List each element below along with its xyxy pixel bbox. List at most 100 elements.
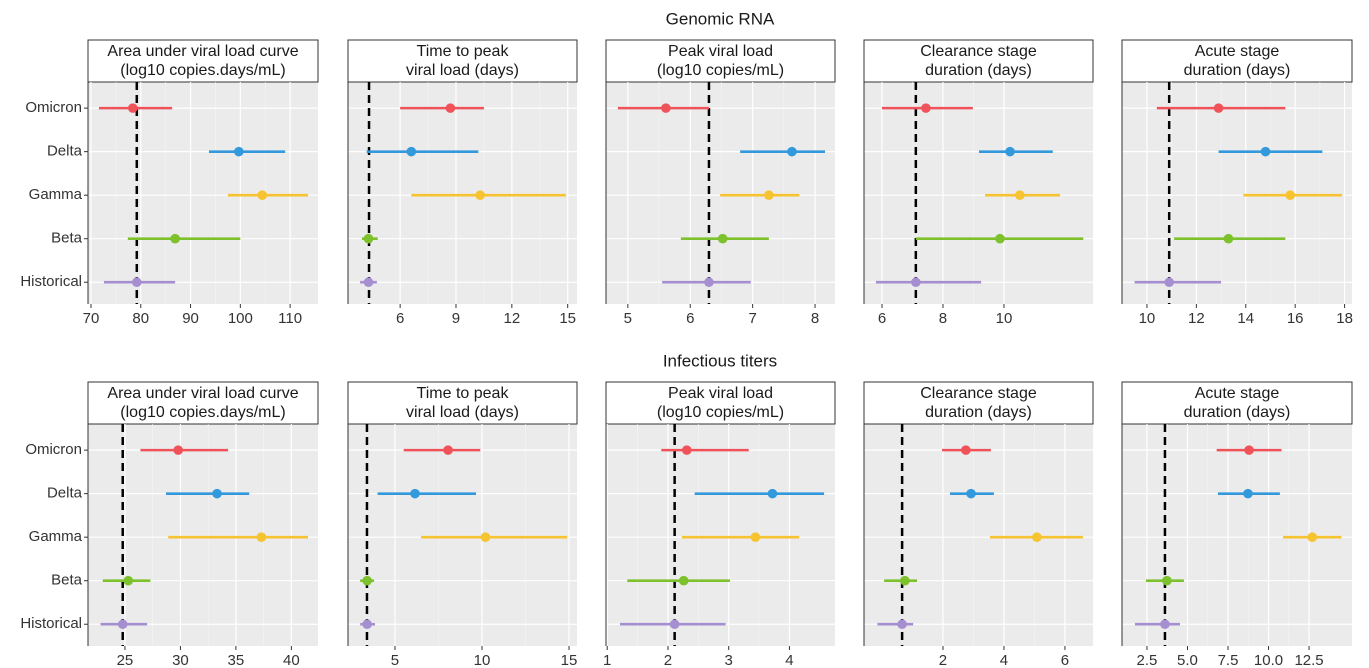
y-tick-label: Beta	[51, 572, 83, 589]
y-tick-label: Historical	[20, 273, 82, 290]
point	[787, 146, 797, 157]
panel-title: Area under viral load curve	[107, 385, 298, 402]
point	[128, 103, 138, 113]
x-tick-label: 1	[603, 652, 611, 668]
x-tick-label: 5	[391, 652, 399, 668]
point	[1285, 190, 1296, 200]
x-tick-label: 40	[283, 652, 300, 668]
point	[256, 532, 267, 542]
point	[362, 575, 372, 586]
panel-background	[864, 424, 1093, 646]
point	[406, 146, 417, 157]
y-tick-label: Delta	[47, 485, 83, 502]
x-tick-label: 7.5	[1218, 652, 1239, 668]
point	[131, 277, 142, 288]
point	[995, 233, 1005, 244]
x-tick-label: 2	[939, 652, 947, 668]
x-tick-label: 8	[811, 310, 819, 327]
point	[1162, 575, 1172, 586]
x-tick-label: 16	[1287, 310, 1304, 327]
point	[961, 445, 971, 455]
point	[1244, 445, 1254, 455]
point	[363, 277, 374, 288]
point	[170, 233, 180, 244]
x-tick-label: 10	[996, 310, 1013, 327]
panel-background	[88, 424, 318, 646]
strip	[87, 381, 319, 425]
point	[661, 103, 671, 113]
y-tick-label: Delta	[47, 143, 83, 160]
strip	[1121, 39, 1353, 83]
panel-title: Area under viral load curve	[107, 43, 298, 60]
panel-title: viral load (days)	[406, 404, 519, 421]
point	[1015, 190, 1025, 200]
row-title: Infectious titers	[663, 351, 777, 370]
strip	[347, 381, 578, 425]
point	[173, 445, 184, 455]
x-tick-label: 2	[664, 652, 672, 668]
point	[678, 575, 689, 586]
x-tick-label: 12	[1188, 310, 1205, 327]
point	[921, 103, 931, 113]
x-tick-label: 100	[228, 310, 253, 327]
x-tick-label: 7	[748, 310, 756, 327]
panel-title: (log10 copies/mL)	[657, 62, 784, 79]
point	[362, 619, 372, 630]
panel-background	[1122, 82, 1352, 304]
row-title: Genomic RNA	[666, 9, 775, 28]
x-tick-label: 4	[785, 652, 793, 668]
strip	[863, 39, 1094, 83]
x-tick-label: 2.5	[1137, 652, 1158, 668]
panel-title: duration (days)	[1184, 62, 1291, 79]
point	[123, 575, 134, 586]
point	[717, 233, 728, 244]
panel-background	[348, 424, 577, 646]
strip	[605, 39, 836, 83]
x-tick-label: 25	[117, 652, 134, 668]
strip	[87, 39, 319, 83]
x-tick-label: 10.0	[1254, 652, 1283, 668]
point	[480, 532, 491, 542]
x-tick-label: 6	[1061, 652, 1069, 668]
point	[257, 190, 268, 200]
panel-title: duration (days)	[1184, 404, 1291, 421]
x-tick-label: 3	[725, 652, 733, 668]
point	[234, 146, 244, 157]
panel-title: Peak viral load	[668, 43, 773, 60]
point	[897, 619, 907, 630]
panel-title: duration (days)	[925, 62, 1032, 79]
panel-background	[88, 82, 318, 304]
x-tick-label: 4	[1000, 652, 1008, 668]
x-tick-label: 90	[182, 310, 199, 327]
panel-background	[864, 82, 1093, 304]
point	[681, 445, 692, 455]
y-tick-label: Beta	[51, 230, 83, 247]
strip	[863, 381, 1094, 425]
point	[966, 488, 976, 499]
panel-title: Peak viral load	[668, 385, 773, 402]
x-tick-label: 15	[559, 310, 576, 327]
panel-title: Acute stage	[1195, 43, 1280, 60]
x-tick-label: 6	[396, 310, 404, 327]
x-tick-label: 6	[686, 310, 694, 327]
x-tick-label: 8	[939, 310, 947, 327]
y-tick-label: Omicron	[25, 99, 82, 116]
panel-title: (log10 copies.days/mL)	[120, 404, 285, 421]
point	[1005, 146, 1015, 157]
x-tick-label: 30	[172, 652, 189, 668]
x-tick-label: 12	[503, 310, 520, 327]
point	[1032, 532, 1042, 542]
panel-title: (log10 copies/mL)	[657, 404, 784, 421]
x-tick-label: 12.5	[1294, 652, 1323, 668]
y-tick-label: Historical	[20, 615, 82, 632]
panel-title: (log10 copies.days/mL)	[120, 62, 285, 79]
point	[117, 619, 128, 630]
x-tick-label: 10	[1139, 310, 1156, 327]
panel-background	[348, 82, 577, 304]
point	[1260, 146, 1271, 157]
point	[911, 277, 921, 288]
x-tick-label: 15	[561, 652, 578, 668]
x-tick-label: 14	[1237, 310, 1254, 327]
x-tick-label: 6	[878, 310, 886, 327]
